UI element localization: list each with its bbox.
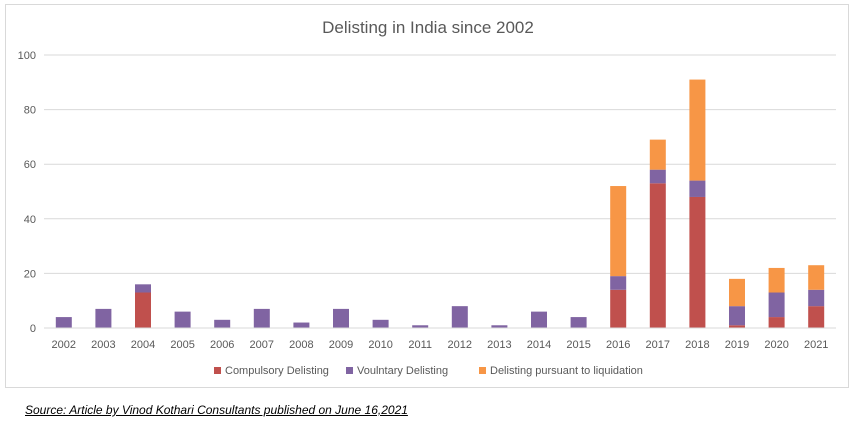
gridlines [44,54,836,274]
bar-segment [372,319,389,328]
y-tick-label: 60 [24,159,36,171]
x-tick-label: 2011 [408,339,432,351]
x-tick-label: 2003 [91,339,115,351]
x-tick-label: 2010 [368,339,392,351]
bar-segment [689,180,706,197]
bar-segment [808,289,825,307]
bar-segment [95,308,112,328]
y-tick-label: 80 [24,105,36,117]
x-tick-label: 2019 [725,339,749,351]
x-tick-label: 2020 [764,339,788,351]
bar-segment [649,139,666,170]
bar-segment [649,183,666,328]
x-tick-label: 2021 [804,339,828,351]
legend-label: Compulsory Delisting [225,365,329,377]
bar-segment [333,308,349,328]
bar-segment [610,186,627,277]
y-tick-label: 0 [30,323,36,335]
source-note: Source: Article by Vinod Kothari Consult… [25,403,408,417]
bar-segment [491,325,508,328]
x-tick-label: 2008 [289,339,313,351]
bars [55,79,825,328]
bar-segment [768,292,785,318]
chart-title: Delisting in India since 2002 [322,18,534,37]
x-tick-label: 2018 [685,339,709,351]
bar-segment [808,306,825,328]
x-tick-label: 2017 [646,339,670,351]
legend-label: Voulntary Delisting [357,365,448,377]
bar-segment [135,292,151,328]
bar-segment [174,311,191,328]
bar-segment [253,308,270,328]
x-tick-label: 2016 [606,339,630,351]
bar-segment [412,325,429,328]
chart-frame: Delisting in India since 2002 0 20 40 60 80 1… [5,4,849,388]
y-tick-label: 20 [24,268,36,280]
bar-segment [768,317,785,328]
bar-segment [214,319,231,328]
x-tick-label: 2004 [131,339,155,351]
bar-segment [293,322,310,328]
bar-segment [531,311,547,328]
x-tick-label: 2012 [448,339,472,351]
bar-segment [610,289,627,328]
x-tick-label: 2002 [52,339,76,351]
legend-label: Delisting pursuant to liquidation [490,365,643,377]
x-tick-label: 2007 [250,339,274,351]
bar-segment [729,325,745,328]
bar-segment [570,317,587,328]
legend-swatch [214,367,221,374]
legend-swatch [479,367,486,374]
bar-segment [768,267,785,293]
bar-segment [135,284,151,293]
stacked-bar-chart: Delisting in India since 2002 0 20 40 60 80 1… [18,18,836,377]
bar-segment [729,278,745,307]
axes: 0 20 40 60 80 100 2002 2003 2004 2005 2006 2007 2008… [18,50,836,351]
x-tick-label: 2013 [487,339,511,351]
bar-segment [649,169,666,184]
bar-segment [808,265,825,290]
bar-segment [729,306,745,326]
legend: Compulsory Delisting Voulntary Delisting D… [214,365,643,377]
y-tick-label: 40 [24,214,36,226]
legend-swatch [346,367,353,374]
y-tick-label: 100 [18,50,36,62]
x-tick-label: 2014 [527,339,551,351]
x-tick-label: 2009 [329,339,353,351]
bar-segment [689,79,706,181]
bar-segment [451,306,468,328]
bar-segment [55,317,72,328]
bar-segment [689,196,706,328]
x-tick-label: 2005 [170,339,194,351]
bar-segment [610,276,627,290]
x-tick-label: 2015 [566,339,590,351]
x-tick-label: 2006 [210,339,234,351]
